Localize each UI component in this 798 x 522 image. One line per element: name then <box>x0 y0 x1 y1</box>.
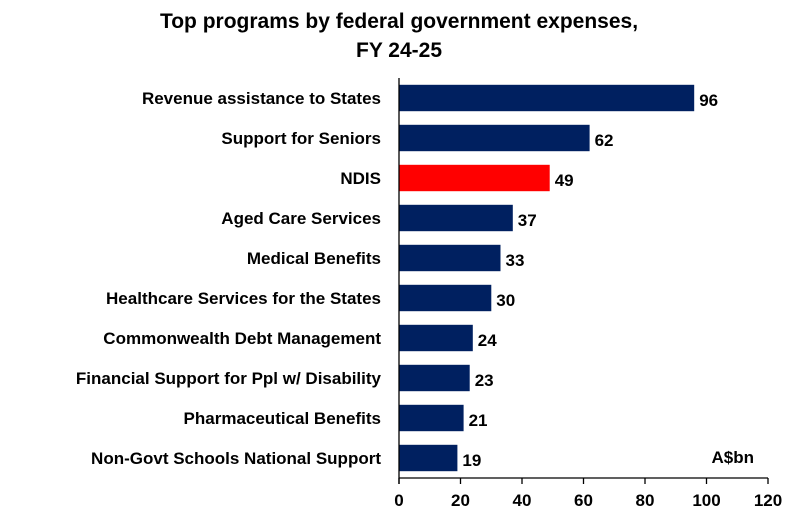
x-tick-label: 40 <box>513 491 532 510</box>
x-tick-label: 60 <box>574 491 593 510</box>
x-tick-label: 80 <box>636 491 655 510</box>
category-label: NDIS <box>340 169 381 188</box>
bar <box>399 124 590 152</box>
bar <box>399 444 458 472</box>
data-label: 62 <box>595 131 614 150</box>
bar <box>399 164 550 192</box>
data-label: 24 <box>478 331 497 350</box>
bar <box>399 244 501 272</box>
unit-label: A$bn <box>712 448 755 467</box>
x-tick-label: 100 <box>692 491 720 510</box>
bar <box>399 284 492 312</box>
category-label: Revenue assistance to States <box>142 89 381 108</box>
bar <box>399 84 695 112</box>
data-label: 49 <box>555 171 574 190</box>
category-label: Non-Govt Schools National Support <box>91 449 381 468</box>
chart-subtitle: FY 24-25 <box>356 39 442 62</box>
chart-title: Top programs by federal government expen… <box>160 10 638 33</box>
x-tick-label: 120 <box>754 491 782 510</box>
data-label: 37 <box>518 211 537 230</box>
data-label: 21 <box>469 411 488 430</box>
category-label: Healthcare Services for the States <box>106 289 381 308</box>
bar <box>399 204 513 232</box>
data-label: 33 <box>506 251 525 270</box>
category-label: Pharmaceutical Benefits <box>184 409 381 428</box>
category-label: Financial Support for Ppl w/ Disability <box>76 369 382 388</box>
category-label: Commonwealth Debt Management <box>103 329 381 348</box>
category-label: Support for Seniors <box>221 129 381 148</box>
data-label: 19 <box>462 451 481 470</box>
bar <box>399 364 470 392</box>
category-label: Medical Benefits <box>247 249 381 268</box>
x-tick-label: 20 <box>451 491 470 510</box>
data-label: 96 <box>699 91 718 110</box>
x-axis: 0 20 40 60 80 100 120 <box>394 78 782 510</box>
data-label: 30 <box>496 291 515 310</box>
bar <box>399 324 473 352</box>
bar <box>399 404 464 432</box>
category-label: Aged Care Services <box>221 209 381 228</box>
bars-group: Revenue assistance to States 96 Support fo… <box>76 84 718 472</box>
data-label: 23 <box>475 371 494 390</box>
x-tick-label: 0 <box>394 491 403 510</box>
